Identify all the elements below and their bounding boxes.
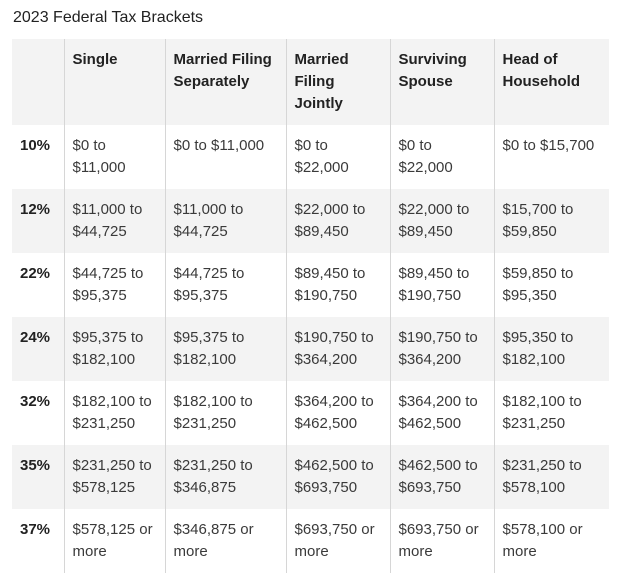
table-row: 12% $11,000 to $44,725 $11,000 to $44,72… — [12, 189, 609, 253]
table-cell: $190,750 to $364,200 — [285, 317, 390, 381]
table-cell: $364,200 to $462,500 — [285, 381, 390, 445]
table-cell: $95,375 to $182,100 — [164, 317, 286, 381]
table-cell: $22,000 to $89,450 — [285, 189, 390, 253]
table-cell: $462,500 to $693,750 — [285, 445, 390, 509]
table-cell: $59,850 to $95,350 — [493, 253, 609, 317]
table-cell: $0 to $11,000 — [164, 125, 286, 189]
table-cell: $578,125 or more — [63, 509, 165, 573]
table-row: 22% $44,725 to $95,375 $44,725 to $95,37… — [12, 253, 609, 317]
table-cell: $693,750 or more — [389, 509, 494, 573]
table-cell: $578,100 or more — [493, 509, 609, 573]
table-row: 32% $182,100 to $231,250 $182,100 to $23… — [12, 381, 609, 445]
table-cell: $462,500 to $693,750 — [389, 445, 494, 509]
table-cell: $89,450 to $190,750 — [285, 253, 390, 317]
table-cell: $44,725 to $95,375 — [164, 253, 286, 317]
table-cell: $231,250 to $578,125 — [63, 445, 165, 509]
table-cell: $0 to $22,000 — [389, 125, 494, 189]
table-cell: $11,000 to $44,725 — [63, 189, 165, 253]
header-rate — [12, 39, 64, 125]
table-cell: $0 to $11,000 — [63, 125, 165, 189]
header-married-filing-jointly: Married Filing Jointly — [285, 39, 390, 125]
table-cell: $95,375 to $182,100 — [63, 317, 165, 381]
rate-cell: 10% — [20, 137, 51, 154]
tax-brackets-table: Single Married Filing Separately Married… — [12, 39, 609, 573]
header-head-of-household: Head of Household — [493, 39, 609, 125]
table-cell: $182,100 to $231,250 — [164, 381, 286, 445]
rate-cell: 12% — [12, 189, 64, 253]
table-cell: $190,750 to $364,200 — [389, 317, 494, 381]
page-title: 2023 Federal Tax Brackets — [13, 9, 204, 26]
table-cell: $182,100 to $231,250 — [63, 381, 165, 445]
rate-cell: 37% — [20, 521, 51, 538]
table-row: 24% $95,375 to $182,100 $95,375 to $182,… — [12, 317, 609, 381]
table-cell: $22,000 to $89,450 — [389, 189, 494, 253]
table-row: 35% $231,250 to $578,125 $231,250 to $34… — [12, 445, 609, 509]
table-cell: $44,725 to $95,375 — [63, 253, 165, 317]
table-cell: $182,100 to $231,250 — [493, 381, 609, 445]
table-row: 10% $0 to $11,000 $0 to $11,000 $0 to $2… — [12, 125, 609, 189]
table-cell: $11,000 to $44,725 — [164, 189, 286, 253]
header-married-filing-separately: Married Filing Separately — [164, 39, 286, 125]
rate-cell: 35% — [12, 445, 64, 509]
table-row: 37% $578,125 or more $346,875 or more $6… — [12, 509, 609, 573]
header-surviving-spouse: Surviving Spouse — [389, 39, 494, 125]
rate-cell: 32% — [20, 393, 51, 410]
table-cell: $95,350 to $182,100 — [493, 317, 609, 381]
rate-cell: 24% — [12, 317, 64, 381]
rate-cell: 22% — [20, 265, 51, 282]
table-header-row: Single Married Filing Separately Married… — [12, 39, 609, 125]
table-cell: $346,875 or more — [164, 509, 286, 573]
table-cell: $231,250 to $346,875 — [164, 445, 286, 509]
table-cell: $364,200 to $462,500 — [389, 381, 494, 445]
table-cell: $231,250 to $578,100 — [493, 445, 609, 509]
table-cell: $0 to $22,000 — [285, 125, 390, 189]
table-cell: $0 to $15,700 — [493, 125, 609, 189]
header-single: Single — [63, 39, 165, 125]
table-cell: $693,750 or more — [285, 509, 390, 573]
table-cell: $15,700 to $59,850 — [493, 189, 609, 253]
table-cell: $89,450 to $190,750 — [389, 253, 494, 317]
